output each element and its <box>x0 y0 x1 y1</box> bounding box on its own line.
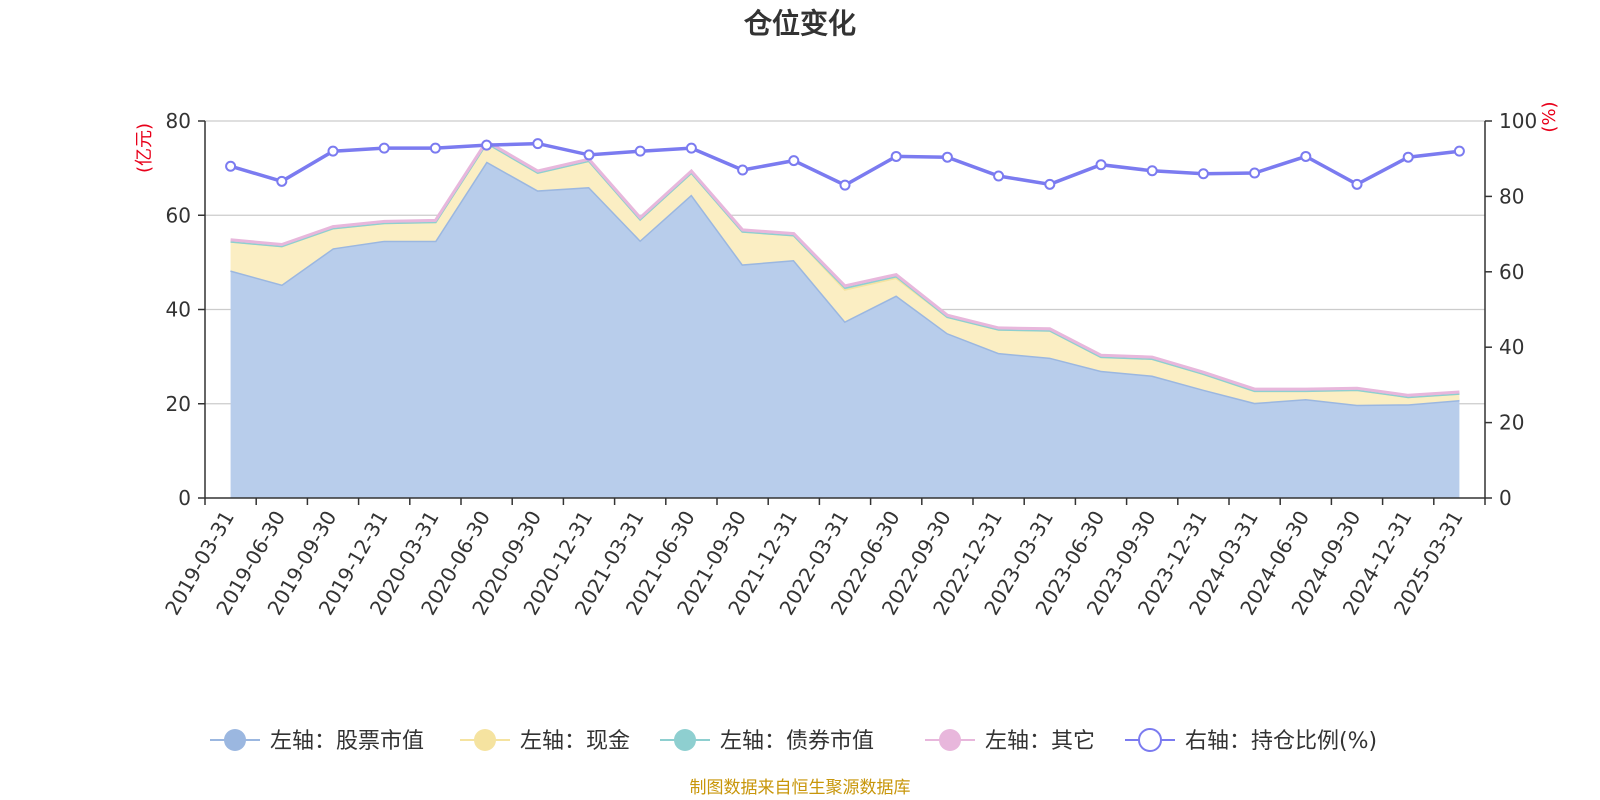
left-tick-label: 0 <box>178 486 191 510</box>
ratio-point <box>429 142 441 154</box>
left-tick-label: 60 <box>166 203 191 227</box>
ratio-point <box>276 175 288 187</box>
ratio-point <box>685 142 697 154</box>
legend: 左轴：股票市值 左轴：现金 左轴：债券市值 左轴：其它 右轴：持仓比例(%) <box>210 728 1377 754</box>
right-tick-label: 60 <box>1499 260 1524 284</box>
ratio-point <box>941 151 953 163</box>
left-tick-label: 40 <box>166 298 191 322</box>
legend-marker <box>474 729 496 751</box>
left-tick-label: 20 <box>166 392 191 416</box>
legend-label: 左轴：债券市值 <box>720 729 874 754</box>
ratio-point <box>1453 145 1465 157</box>
ratio-point <box>993 170 1005 182</box>
legend-label: 左轴：股票市值 <box>270 729 424 754</box>
ratio-point <box>532 138 544 150</box>
ratio-point <box>1402 151 1414 163</box>
ratio-point <box>225 160 237 172</box>
right-tick-label: 40 <box>1499 335 1524 359</box>
legend-label: 左轴：现金 <box>520 729 630 754</box>
stacked-areas <box>230 139 1460 498</box>
area-series-0 <box>230 161 1460 498</box>
ratio-point <box>1249 167 1261 179</box>
ratio-point <box>890 150 902 162</box>
source-note: 制图数据来自恒生聚源数据库 <box>690 778 911 798</box>
ratio-point <box>788 155 800 167</box>
ratio-point <box>737 164 749 176</box>
ratio-point <box>378 142 390 154</box>
legend-marker <box>1138 728 1162 752</box>
ratio-point <box>1197 168 1209 180</box>
legend-marker <box>674 729 696 751</box>
right-tick-label: 20 <box>1499 411 1524 435</box>
right-tick-label: 0 <box>1499 486 1512 510</box>
left-axis-unit: (亿元) <box>134 123 155 173</box>
area-edge-series-3 <box>230 139 1460 397</box>
ratio-point <box>634 145 646 157</box>
legend-label: 左轴：其它 <box>985 729 1095 754</box>
ratio-point <box>1044 178 1056 190</box>
chart-title: 仓位变化 <box>744 7 856 40</box>
ratio-series-line <box>230 141 1460 188</box>
ratio-point <box>583 149 595 161</box>
ratio-point <box>1146 165 1158 177</box>
right-tick-label: 100 <box>1499 109 1537 133</box>
ratio-point <box>327 145 339 157</box>
left-tick-label: 80 <box>166 109 191 133</box>
right-tick-label: 80 <box>1499 184 1524 208</box>
ratio-point <box>1351 178 1363 190</box>
ratio-point <box>481 139 493 151</box>
right-axis-unit: (%) <box>1539 101 1560 132</box>
ratio-line <box>225 138 1465 191</box>
ratio-point <box>1300 150 1312 162</box>
legend-marker <box>224 729 246 751</box>
ratio-point <box>839 179 851 191</box>
legend-marker <box>939 729 961 751</box>
legend-label: 右轴：持仓比例(%) <box>1185 729 1377 754</box>
ratio-point <box>1095 159 1107 171</box>
